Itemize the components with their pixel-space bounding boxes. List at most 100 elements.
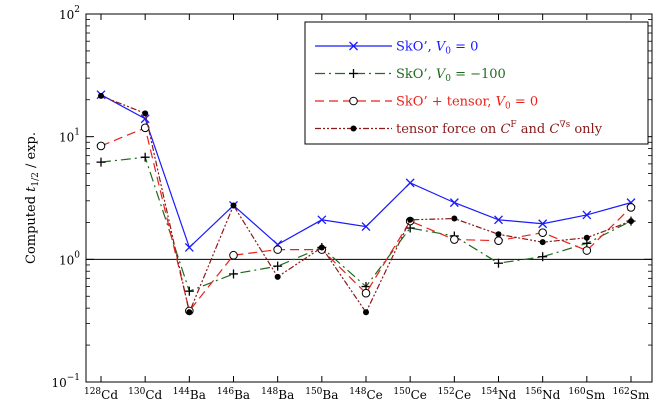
data-point: [450, 235, 459, 244]
x-tick-label: 150Ce: [393, 387, 426, 402]
x-tick-element: Sm: [630, 388, 650, 402]
y-tick-label: 101: [59, 128, 80, 145]
y-tick-base: 10: [51, 376, 66, 390]
y-axis-label-var: t: [24, 186, 39, 192]
series-layer: [96, 90, 636, 316]
x-tick-element: Cd: [145, 388, 162, 402]
y-tick-label: 100: [59, 250, 80, 267]
legend-var: V: [436, 40, 447, 55]
x-tick-label: 150Ba: [305, 387, 338, 402]
data-point: [273, 245, 282, 254]
y-tick-base: 10: [59, 131, 74, 145]
data-point: [229, 269, 238, 279]
marker-circle: [450, 235, 459, 244]
data-point: [184, 286, 194, 296]
marker-circle: [349, 96, 358, 106]
data-point: [451, 215, 458, 222]
x-tick-label: 152Ce: [438, 387, 471, 402]
y-axis-label-sub: 1/2: [31, 172, 41, 186]
legend-text-part: tensor force on: [396, 122, 500, 137]
series-2: [96, 152, 636, 296]
x-tick-element: Ba: [234, 388, 250, 402]
y-axis-label-post: / exp.: [24, 132, 39, 172]
marker-dot: [583, 234, 590, 241]
legend-text-part: and: [517, 122, 550, 137]
data-point: [140, 152, 150, 162]
legend: SkO’, V 0 = 0 SkO’, V0 = −100 SkO’ + tensor…: [304, 21, 649, 145]
data-point: [186, 309, 193, 316]
x-tick-mass: 148: [349, 387, 366, 397]
marker-circle: [494, 236, 503, 245]
data-point: [538, 252, 548, 262]
data-point: [582, 210, 592, 220]
marker-dot: [628, 218, 634, 225]
x-tick-label: 144Ba: [173, 387, 206, 402]
x-tick-element: Sm: [586, 388, 606, 402]
x-tick-mass: 130: [128, 387, 145, 397]
y-axis-label-pre: Computed: [24, 192, 39, 264]
marker-circle: [229, 250, 238, 260]
marker-circle: [140, 123, 150, 133]
marker-stroke: [349, 41, 358, 51]
plot-frame: [85, 13, 653, 383]
marker-dot: [407, 216, 414, 223]
data-point: [582, 246, 592, 255]
data-point: [494, 236, 503, 245]
legend-label: SkO’, V0 = −100: [396, 67, 506, 84]
legend-label: SkO’ + tensor, V0 = 0: [396, 95, 538, 112]
data-point: [98, 92, 104, 99]
data-point: [349, 69, 358, 78]
marker-dot: [451, 215, 458, 222]
marker-stroke: [494, 215, 503, 225]
legend-text-part: SkO’,: [396, 67, 436, 82]
marker-dot: [274, 273, 281, 280]
y-tick-exponent: 2: [74, 5, 80, 15]
marker-stroke: [538, 219, 548, 229]
y-tick-label: 102: [59, 5, 80, 22]
y-tick-exponent: 0: [74, 250, 80, 260]
x-tick-element: Ce: [411, 388, 427, 402]
data-point: [349, 41, 358, 51]
x-tick-element: Ce: [366, 388, 382, 402]
data-point: [407, 216, 414, 223]
marker-stroke: [140, 114, 150, 124]
legend-var: C: [500, 122, 510, 137]
data-point: [350, 125, 357, 132]
data-point: [349, 96, 358, 106]
legend-text-part: only: [570, 122, 602, 137]
x-tick-mass: 152: [438, 387, 455, 397]
marker-circle: [538, 228, 547, 237]
data-point: [538, 228, 547, 237]
data-point: [494, 215, 503, 225]
legend-sub: 0: [505, 102, 511, 112]
x-tick-element: Ba: [322, 388, 338, 402]
marker-dot: [142, 110, 149, 117]
marker-dot: [363, 309, 369, 316]
x-tick-label: 162Sm: [613, 387, 650, 402]
x-tick-label: 148Ce: [349, 387, 382, 402]
legend-text-part: = 0: [451, 40, 478, 55]
x-tick-label: 154Nd: [481, 387, 517, 402]
data-point: [229, 250, 238, 260]
marker-dot: [350, 125, 357, 132]
data-point: [405, 178, 415, 188]
y-tick-base: 10: [59, 8, 74, 22]
x-tick-element: Cd: [101, 388, 118, 402]
data-point: [140, 123, 150, 133]
data-point: [318, 244, 325, 251]
legend-box: [304, 21, 649, 145]
data-point: [628, 218, 634, 225]
data-point: [626, 203, 636, 212]
x-tick-element: Ba: [190, 388, 206, 402]
y-tick-base: 10: [59, 253, 74, 267]
x-tick-label: 156Nd: [525, 387, 561, 402]
data-point: [96, 141, 106, 151]
x-tick-mass: 150: [393, 387, 410, 397]
x-tick-label: 146Ba: [217, 387, 250, 402]
x-tick-mass: 162: [613, 387, 630, 397]
marker-circle: [626, 203, 636, 212]
legend-entry-3: SkO’ + tensor, V0 = 0: [315, 95, 538, 112]
x-tick-mass: 154: [481, 387, 498, 397]
data-point: [538, 219, 548, 229]
